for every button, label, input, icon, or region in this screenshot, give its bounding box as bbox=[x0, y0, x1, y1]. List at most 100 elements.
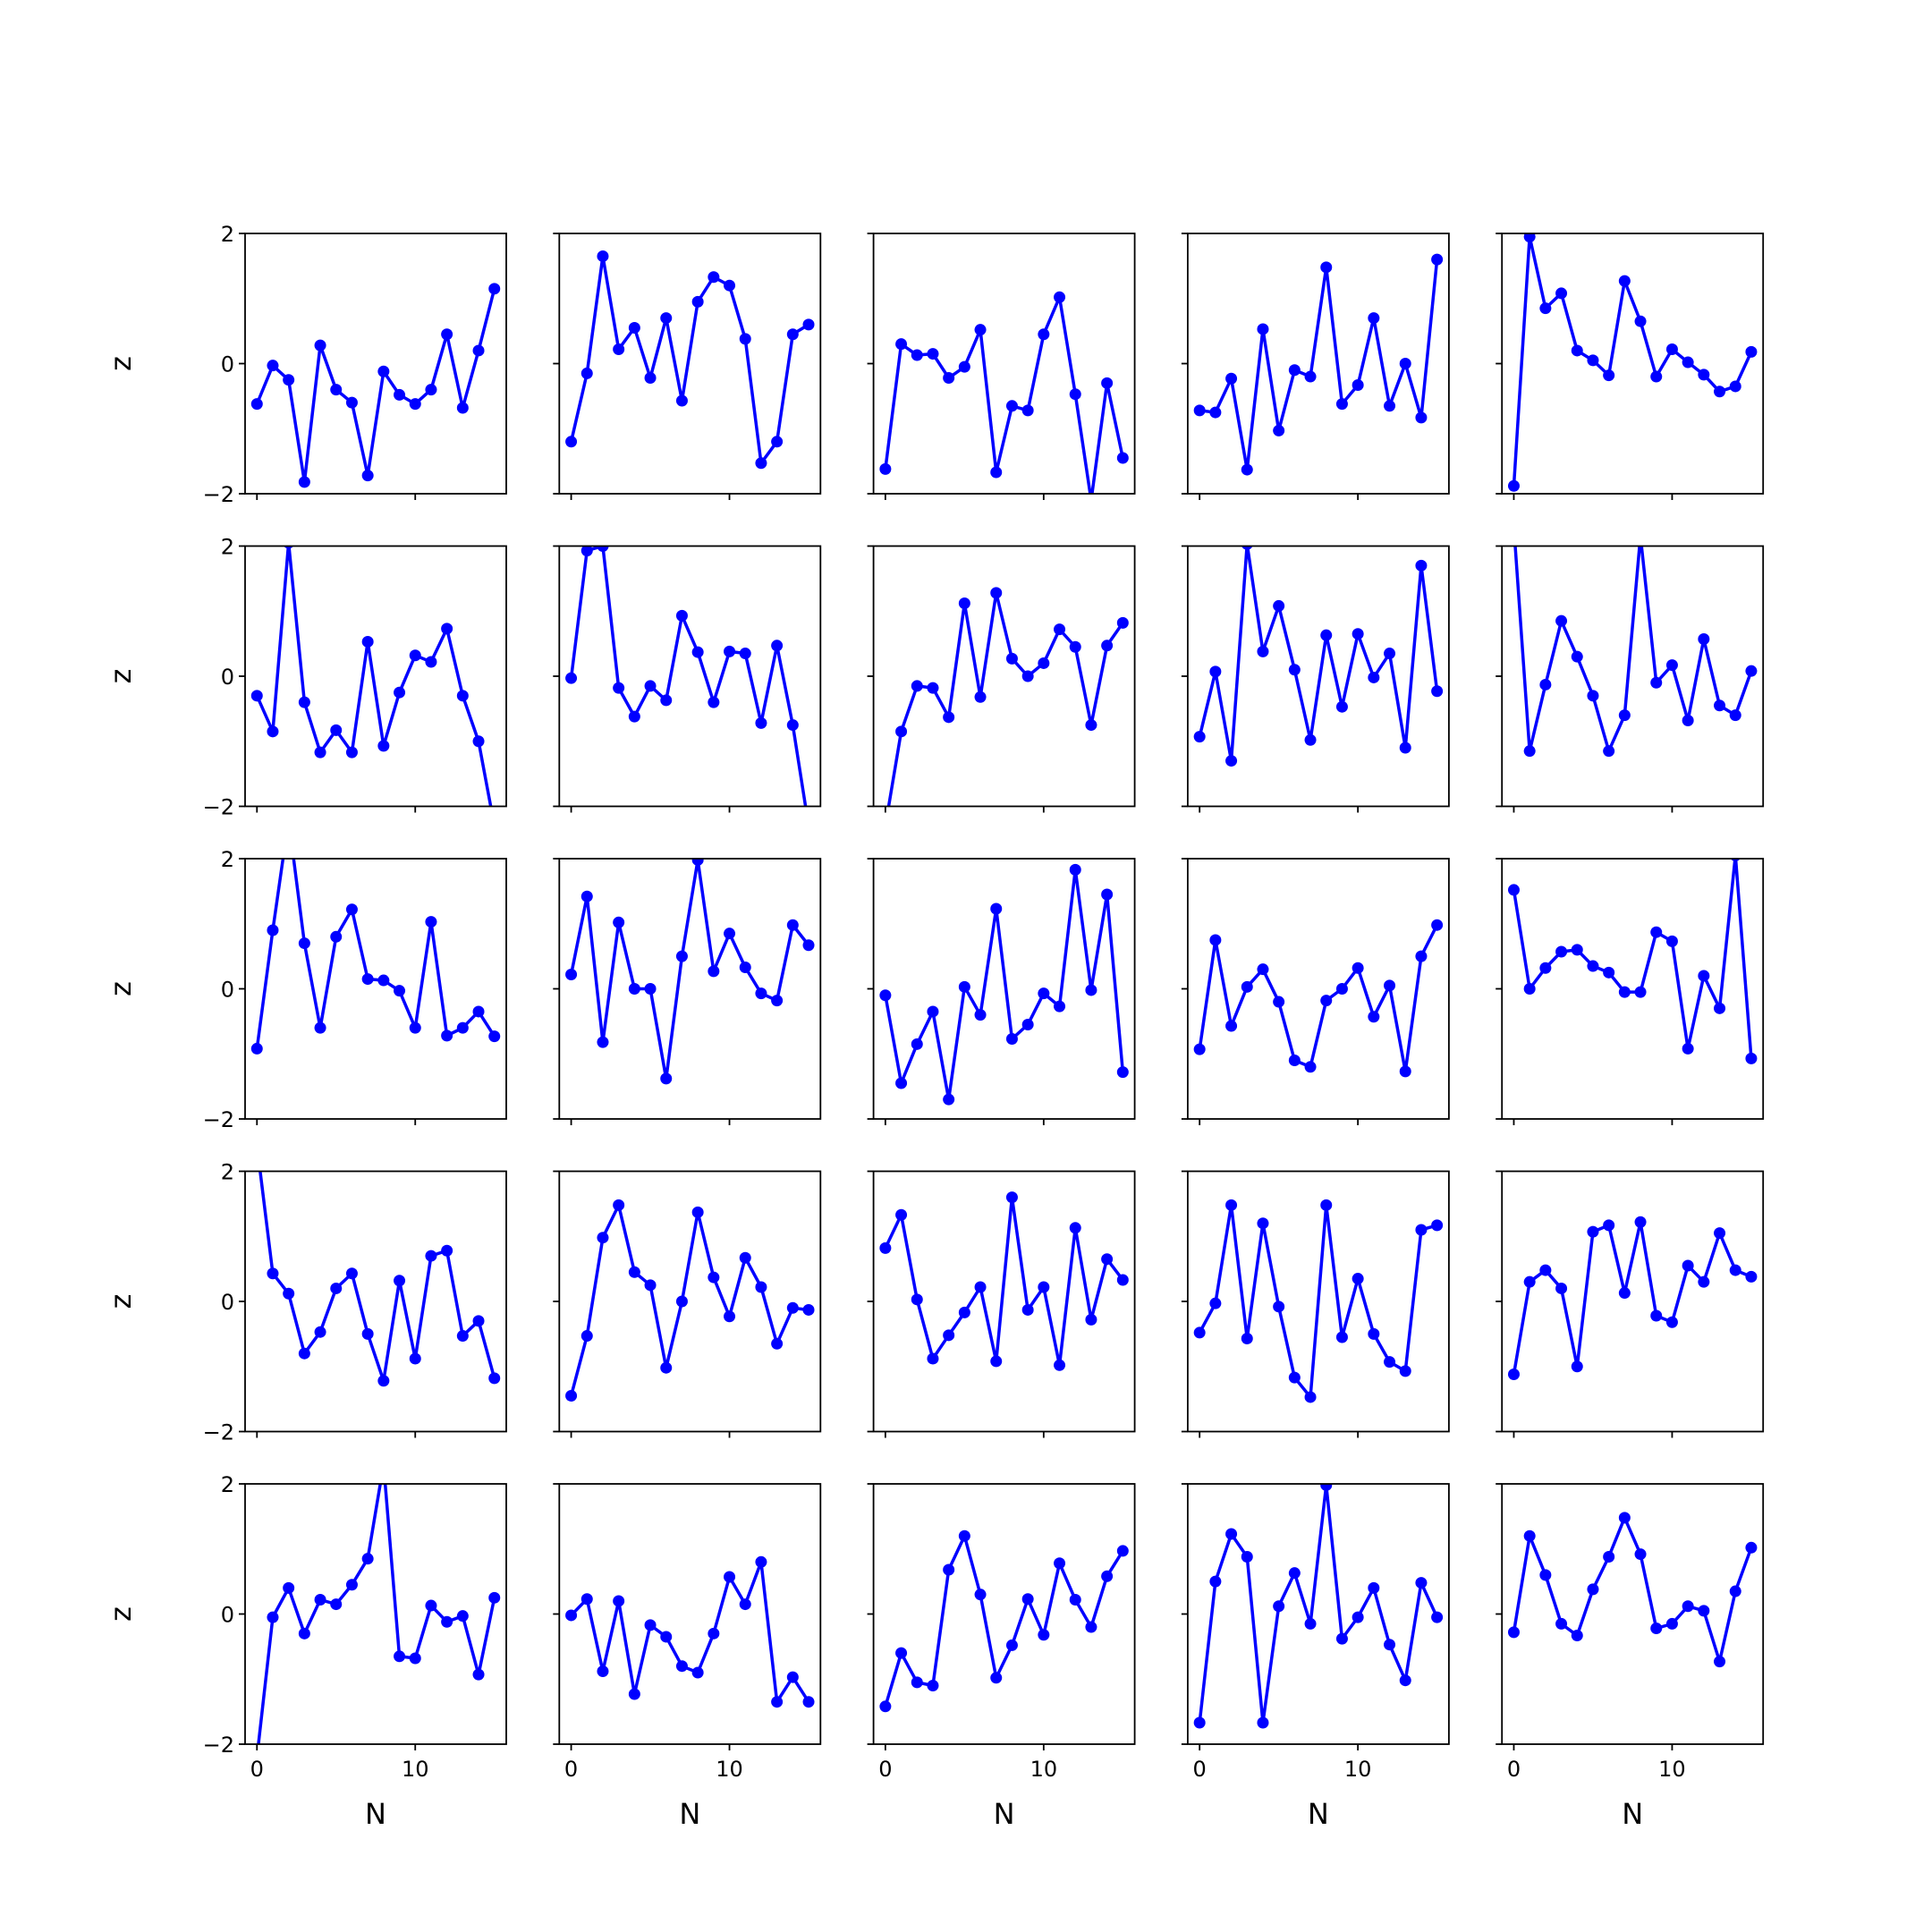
data-point bbox=[330, 384, 343, 396]
data-point bbox=[1069, 640, 1081, 653]
x-tick-label: 0 bbox=[564, 1757, 578, 1782]
data-point bbox=[644, 372, 657, 385]
data-point bbox=[1603, 369, 1615, 382]
data-point bbox=[771, 995, 784, 1007]
y-tick-label: 2 bbox=[221, 222, 234, 247]
data-point bbox=[1320, 1484, 1333, 1491]
data-point bbox=[1038, 657, 1050, 669]
data-point bbox=[739, 648, 751, 660]
data-point bbox=[580, 546, 593, 557]
data-point bbox=[1069, 1593, 1081, 1606]
subplot bbox=[1181, 545, 1450, 813]
data-point bbox=[1714, 699, 1726, 712]
data-point bbox=[1618, 275, 1631, 287]
data-point bbox=[314, 1326, 326, 1338]
axes-frame bbox=[1187, 858, 1450, 1120]
data-point bbox=[1193, 404, 1206, 417]
data-point bbox=[1415, 559, 1428, 572]
data-point bbox=[927, 348, 939, 360]
data-point bbox=[298, 476, 310, 488]
data-point bbox=[958, 1530, 970, 1542]
x-tick-label: 10 bbox=[1030, 1757, 1058, 1782]
data-point bbox=[724, 1571, 736, 1583]
data-point bbox=[1085, 719, 1097, 732]
axes-frame bbox=[558, 545, 822, 808]
data-point bbox=[456, 1610, 469, 1623]
data-line bbox=[1512, 1220, 1752, 1375]
data-point bbox=[377, 740, 390, 752]
data-point bbox=[724, 279, 736, 292]
subplot: −2 0 2 z bbox=[104, 1160, 507, 1445]
data-point bbox=[1618, 986, 1631, 998]
data-point bbox=[472, 735, 485, 748]
data-line bbox=[255, 546, 493, 807]
data-point bbox=[739, 961, 751, 973]
data-point bbox=[283, 1581, 295, 1594]
data-point bbox=[345, 903, 358, 916]
data-point bbox=[958, 1306, 970, 1318]
data-point bbox=[565, 436, 578, 448]
data-point bbox=[314, 1021, 326, 1034]
data-point bbox=[1571, 650, 1583, 663]
data-line bbox=[1199, 258, 1439, 471]
data-point bbox=[1054, 1000, 1066, 1013]
data-point bbox=[597, 546, 609, 552]
data-point bbox=[644, 1619, 657, 1631]
data-point bbox=[250, 690, 263, 702]
subplot bbox=[1496, 858, 1765, 1125]
data-point bbox=[1618, 1512, 1631, 1524]
data-point bbox=[1038, 987, 1050, 1000]
data-point bbox=[1603, 966, 1615, 979]
data-line bbox=[1512, 234, 1753, 487]
data-point bbox=[580, 1330, 593, 1343]
data-point bbox=[330, 724, 343, 736]
data-point bbox=[803, 820, 815, 832]
data-point bbox=[1665, 1316, 1678, 1328]
subplot bbox=[1496, 233, 1765, 500]
data-point bbox=[802, 939, 815, 952]
data-line bbox=[569, 1203, 809, 1396]
data-point bbox=[1273, 996, 1285, 1008]
data-point bbox=[1069, 863, 1081, 876]
data-point bbox=[298, 696, 310, 708]
data-point bbox=[1555, 945, 1568, 958]
data-point bbox=[990, 1672, 1003, 1684]
x-tick-label: 0 bbox=[878, 1757, 892, 1782]
data-point bbox=[283, 814, 294, 826]
data-point bbox=[1320, 1199, 1333, 1211]
axes-frame bbox=[558, 1170, 822, 1433]
data-point bbox=[1603, 745, 1615, 758]
data-point bbox=[1714, 1227, 1726, 1240]
data-point bbox=[958, 597, 970, 610]
data-point bbox=[409, 1021, 421, 1034]
data-point bbox=[895, 1647, 908, 1659]
axes-frame bbox=[244, 858, 507, 1120]
data-point bbox=[565, 968, 578, 980]
data-point bbox=[1273, 1600, 1285, 1613]
data-point bbox=[691, 1206, 704, 1218]
data-line bbox=[884, 1534, 1124, 1707]
data-point bbox=[1384, 1639, 1396, 1651]
data-point bbox=[472, 344, 485, 357]
data-point bbox=[879, 820, 891, 832]
x-tick-label: 10 bbox=[716, 1757, 743, 1782]
data-point bbox=[1384, 1356, 1396, 1368]
data-point bbox=[1335, 398, 1348, 411]
x-tick-label: 0 bbox=[1507, 1757, 1521, 1782]
data-point bbox=[1399, 1674, 1411, 1687]
data-point bbox=[1101, 640, 1114, 652]
data-point bbox=[298, 1627, 310, 1640]
axes-frame bbox=[1501, 1170, 1765, 1433]
data-point bbox=[330, 1598, 343, 1611]
data-point bbox=[565, 1609, 578, 1622]
data-point bbox=[1539, 302, 1552, 315]
data-point bbox=[1304, 1391, 1317, 1403]
axes-frame bbox=[872, 233, 1136, 495]
data-point bbox=[1571, 1360, 1583, 1373]
data-point bbox=[895, 1208, 908, 1221]
data-point bbox=[1730, 859, 1741, 861]
data-point bbox=[345, 1267, 358, 1280]
data-point bbox=[425, 384, 437, 396]
data-point bbox=[1399, 1065, 1411, 1078]
data-point bbox=[1352, 1611, 1364, 1623]
